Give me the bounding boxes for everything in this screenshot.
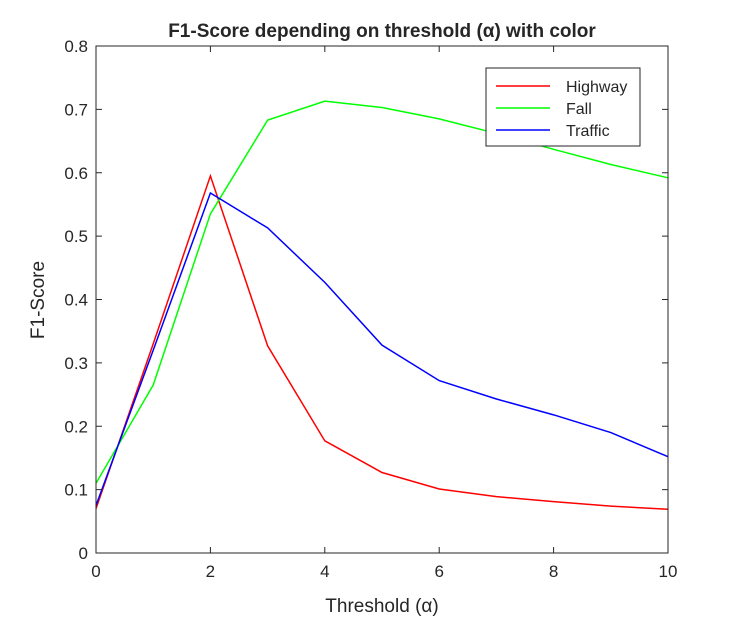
y-tick-label: 0.3 (64, 354, 88, 373)
legend-box (485, 67, 641, 147)
legend-label-traffic: Traffic (566, 123, 610, 140)
x-tick-label: 2 (206, 562, 215, 581)
series-line-fall (95, 100, 669, 484)
y-tick-label: 0.5 (64, 227, 88, 246)
y-tick-label: 0 (79, 544, 88, 563)
chart-title: F1-Score depending on threshold (α) with… (168, 21, 596, 42)
x-tick-label: 6 (434, 562, 443, 581)
legend-label-highway: Highway (566, 79, 627, 96)
y-tick-label: 0.2 (64, 417, 88, 436)
y-tick-label: 0.8 (64, 37, 88, 56)
legend-label-fall: Fall (566, 101, 592, 118)
x-tick-label: 10 (659, 562, 678, 581)
ticks-layer: 0 2 4 6 8 10 0 0.1 0.2 0.3 0.4 0.5 0.6 0.7 0.8 (64, 37, 677, 581)
series-layer (95, 100, 669, 511)
series-line-traffic (95, 191, 669, 506)
y-axis-label: F1-Score (28, 261, 49, 339)
x-axis-label: Threshold (α) (325, 596, 438, 617)
series-line-highway (95, 173, 669, 511)
y-tick-label: 0.7 (64, 100, 88, 119)
x-tick-label: 4 (320, 562, 329, 581)
y-tick-label: 0.1 (64, 481, 88, 500)
x-tick-label: 8 (549, 562, 558, 581)
y-tick-label: 0.6 (64, 164, 88, 183)
legend: Highway Fall Traffic (485, 67, 641, 147)
x-tick-label: 0 (91, 562, 100, 581)
y-tick-label: 0.4 (64, 291, 88, 310)
